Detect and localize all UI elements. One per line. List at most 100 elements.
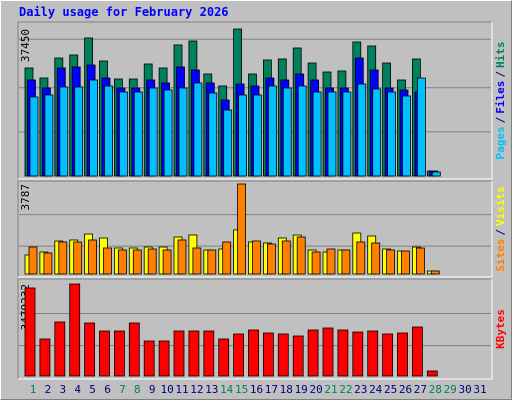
- bar: [387, 91, 397, 177]
- bar: [277, 333, 289, 377]
- x-tick-label: 3: [59, 383, 66, 396]
- x-tick-label: 28: [429, 383, 442, 396]
- bar: [54, 321, 66, 377]
- x-tick-label: 20: [309, 383, 322, 396]
- bar: [44, 94, 54, 177]
- bar: [143, 340, 155, 377]
- bar: [282, 87, 292, 177]
- legend-separator: /: [494, 116, 507, 123]
- bar: [222, 241, 232, 275]
- x-tick-label: 16: [250, 383, 263, 396]
- bar: [69, 283, 81, 377]
- bar: [357, 83, 367, 177]
- bar: [147, 248, 157, 275]
- bar: [281, 240, 291, 275]
- x-tick-label: 9: [149, 383, 156, 396]
- bar: [188, 330, 200, 377]
- bar: [162, 249, 172, 275]
- x-tick-label: 26: [399, 383, 412, 396]
- bar: [402, 95, 411, 177]
- bar: [28, 246, 38, 275]
- bar: [104, 85, 113, 177]
- x-tick-label: 22: [339, 383, 352, 396]
- bar: [252, 240, 261, 275]
- bar: [223, 109, 233, 177]
- legend-entry: Hits: [494, 42, 507, 69]
- x-tick-label: 1: [30, 383, 37, 396]
- panel-border-light: [18, 181, 493, 278]
- x-tick-label: 30: [458, 383, 471, 396]
- x-tick-label: 4: [74, 383, 81, 396]
- bar: [371, 242, 381, 275]
- legend-separator: /: [494, 71, 507, 78]
- bar: [177, 239, 187, 275]
- bar: [367, 330, 379, 377]
- bar: [411, 326, 423, 377]
- x-tick-label: 5: [89, 383, 96, 396]
- legend-entry: Sites: [494, 239, 507, 272]
- bar: [322, 327, 334, 377]
- bar: [312, 91, 322, 177]
- legend-entry: Visits: [494, 186, 507, 226]
- bar: [133, 91, 143, 177]
- bar: [178, 87, 188, 177]
- bar: [39, 338, 51, 377]
- x-tick-label: 23: [354, 383, 367, 396]
- bar: [99, 330, 110, 377]
- x-tick-label: 7: [119, 383, 126, 396]
- chart-title: Daily usage for February 2026: [19, 5, 229, 19]
- bar: [341, 249, 351, 275]
- bar: [292, 335, 304, 377]
- bar: [248, 329, 259, 377]
- bar: [58, 241, 68, 275]
- x-tick-label: 6: [104, 383, 111, 396]
- x-tick-label: 21: [324, 383, 337, 396]
- legend-entry: Pages: [494, 126, 507, 159]
- bar: [132, 249, 142, 275]
- panel-border-dark: [17, 278, 492, 379]
- bar: [73, 241, 83, 275]
- bar: [193, 82, 203, 177]
- x-tick-label: 17: [265, 383, 278, 396]
- bar: [89, 79, 98, 177]
- bar: [29, 96, 39, 177]
- bar: [218, 338, 230, 377]
- bar: [327, 91, 337, 177]
- bar: [118, 249, 127, 275]
- panel-border-light: [18, 279, 493, 380]
- legend-entry: KBytes: [494, 309, 507, 349]
- bar: [352, 331, 364, 377]
- bar: [88, 239, 97, 275]
- y-tick-label: 37450: [19, 29, 32, 62]
- bar: [297, 85, 307, 177]
- bar: [415, 247, 425, 275]
- bar: [326, 248, 336, 275]
- bar: [372, 88, 382, 177]
- x-tick-label: 25: [384, 383, 397, 396]
- panel-border-light: [18, 22, 493, 180]
- x-tick-label: 8: [134, 383, 141, 396]
- x-tick-label: 2: [45, 383, 52, 396]
- bar: [148, 87, 158, 177]
- legend: KBytes: [494, 309, 507, 349]
- bar: [128, 322, 140, 377]
- legend: Sites / Visits: [494, 186, 507, 272]
- bar: [307, 329, 319, 377]
- bar: [207, 249, 217, 275]
- bar: [158, 340, 170, 377]
- x-tick-label: 14: [220, 383, 234, 396]
- legend-entry: Files: [494, 81, 507, 114]
- x-tick-label: 19: [295, 383, 308, 396]
- panel-border-dark: [17, 21, 492, 179]
- bar: [342, 91, 352, 177]
- x-tick-label: 24: [369, 383, 383, 396]
- bar: [163, 89, 173, 177]
- bar: [382, 333, 394, 377]
- x-tick-label: 31: [473, 383, 486, 396]
- bar: [386, 249, 396, 275]
- bar: [74, 86, 84, 177]
- bar: [401, 250, 410, 275]
- bar: [24, 287, 36, 377]
